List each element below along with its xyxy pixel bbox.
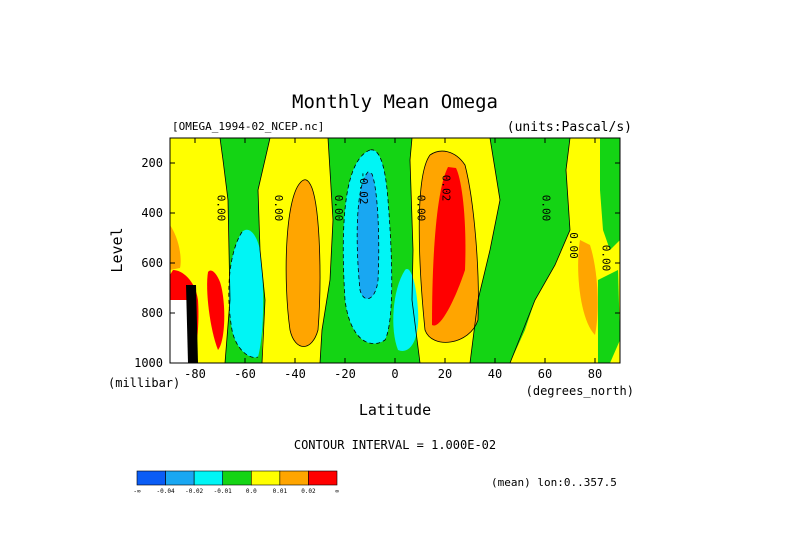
red-streak-south bbox=[207, 270, 225, 350]
contour-label: 0.00 bbox=[215, 195, 228, 222]
x-axis-label: Latitude bbox=[359, 401, 431, 419]
dense-contour-band bbox=[186, 285, 198, 363]
contour-line bbox=[509, 137, 571, 364]
colorbar-swatch bbox=[165, 470, 195, 486]
x-axis: -80 -60 -40 -20 0 20 40 60 80 bbox=[184, 138, 602, 381]
y-tick-label: 200 bbox=[141, 156, 163, 170]
colorbar-swatch bbox=[222, 470, 252, 486]
blue-core-equator bbox=[357, 172, 379, 299]
colorbar-label: -0.02 bbox=[185, 488, 203, 495]
chart-title: Monthly Mean Omega bbox=[292, 91, 498, 113]
contour-line-negative bbox=[356, 171, 380, 300]
x-tick-label: -40 bbox=[284, 367, 306, 381]
orange-streak-north bbox=[578, 240, 598, 335]
colorbar-swatch bbox=[136, 470, 166, 486]
contour-line bbox=[319, 137, 334, 364]
colorbar: -∞ -0.04 -0.02 -0.01 0.0 0.01 0.02 ∞ bbox=[133, 470, 339, 495]
contour-label: 0.00 bbox=[567, 232, 580, 259]
green-patch-north-pole bbox=[598, 270, 620, 363]
contour-label: 0.00 bbox=[540, 195, 553, 222]
y-tick-label: 800 bbox=[141, 306, 163, 320]
contour-interval-text: CONTOUR INTERVAL = 1.000E-02 bbox=[294, 438, 496, 452]
colorbar-label: -0.04 bbox=[157, 488, 175, 495]
colorbar-label: -∞ bbox=[133, 488, 141, 495]
contour-line bbox=[418, 150, 479, 343]
colorbar-label: 0.01 bbox=[273, 488, 288, 495]
colorbar-label: 0.02 bbox=[301, 488, 316, 495]
x-tick-label: 40 bbox=[488, 367, 502, 381]
contour-label: 0.00 bbox=[332, 195, 345, 222]
colorbar-label: 0.0 bbox=[246, 488, 257, 495]
x-tick-label: 60 bbox=[538, 367, 552, 381]
contour-line-negative bbox=[228, 231, 259, 358]
colorbar-label: ∞ bbox=[335, 488, 339, 495]
orange-region-south bbox=[286, 179, 320, 347]
contour-lines bbox=[219, 137, 571, 364]
x-tick-label: -60 bbox=[234, 367, 256, 381]
contour-fill-layer bbox=[170, 138, 620, 363]
mean-longitude-note: (mean) lon:0..357.5 bbox=[491, 476, 617, 489]
red-core-north bbox=[432, 167, 466, 326]
colorbar-swatch bbox=[308, 470, 338, 486]
contour-labels: 0.00 0.00 0.00 -0.02 0.00 0.02 0.00 0.00 0.00 bbox=[215, 171, 613, 271]
contour-label: 0.00 bbox=[415, 195, 428, 222]
contour-line bbox=[285, 179, 321, 347]
y-axis-label: Level bbox=[108, 227, 126, 272]
colorbar-label: -0.01 bbox=[214, 488, 232, 495]
chart-subtitle-file: [OMEGA_1994-02_NCEP.nc] bbox=[172, 120, 324, 133]
x-tick-label: 80 bbox=[588, 367, 602, 381]
orange-edge-south-pole bbox=[170, 225, 181, 270]
x-tick-label: 0 bbox=[391, 367, 398, 381]
cyan-region-south bbox=[228, 229, 264, 358]
contour-line bbox=[409, 137, 421, 364]
x-tick-label: -20 bbox=[334, 367, 356, 381]
green-band-north bbox=[470, 138, 570, 363]
contour-label: 0.00 bbox=[600, 245, 613, 272]
contour-line-negative bbox=[342, 149, 393, 344]
contour-line bbox=[219, 137, 231, 364]
colorbar-swatch bbox=[250, 470, 281, 486]
contour-line bbox=[257, 137, 271, 364]
missing-data-region bbox=[170, 300, 188, 363]
colorbar-swatch bbox=[193, 470, 224, 486]
y-axis-units: (millibar) bbox=[108, 376, 180, 390]
green-patch-northeast bbox=[600, 138, 620, 250]
y-tick-label: 1000 bbox=[134, 356, 163, 370]
contour-label: 0.00 bbox=[272, 195, 285, 222]
x-tick-label: 20 bbox=[438, 367, 452, 381]
chart-subtitle-units: (units:Pascal/s) bbox=[507, 120, 632, 135]
colorbar-swatch bbox=[279, 470, 309, 486]
y-tick-label: 400 bbox=[141, 206, 163, 220]
contour-line bbox=[469, 137, 501, 364]
contour-label: 0.02 bbox=[440, 175, 453, 202]
y-tick-label: 600 bbox=[141, 256, 163, 270]
y-axis: 1000 800 600 400 200 bbox=[134, 156, 620, 370]
x-tick-label: -80 bbox=[184, 367, 206, 381]
x-axis-units: (degrees_north) bbox=[526, 384, 634, 398]
contour-label: -0.02 bbox=[357, 171, 370, 204]
